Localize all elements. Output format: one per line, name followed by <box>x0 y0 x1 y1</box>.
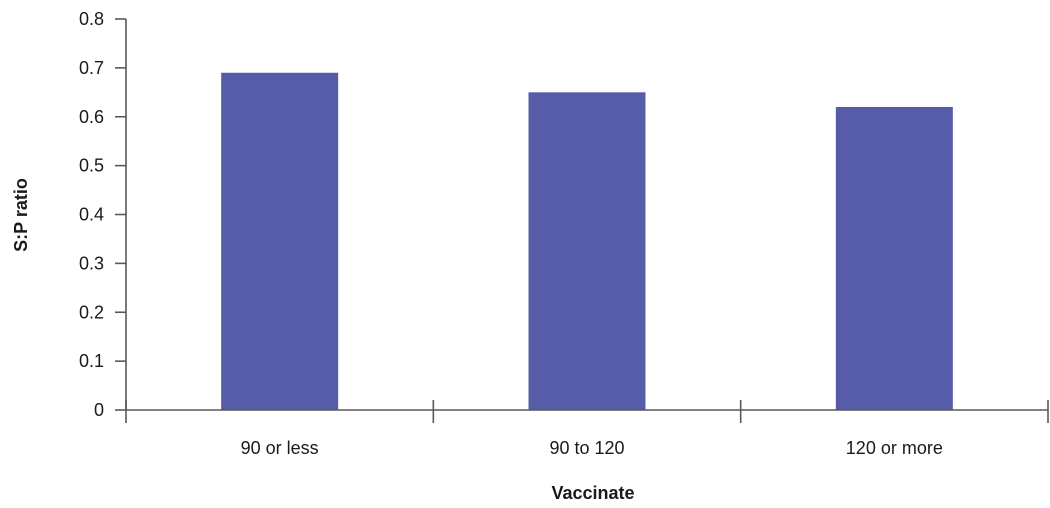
bar-1 <box>221 72 339 410</box>
y-tick-label: 0.1 <box>79 351 104 371</box>
x-tick-label: 90 or less <box>241 438 319 458</box>
labels-layer: 90 or less 90 to 120 120 or more 0 0.1 0.2 0.3… <box>79 9 943 458</box>
axes-layer <box>115 18 1049 423</box>
y-tick-label: 0 <box>94 400 104 420</box>
x-axis-title: Vaccinate <box>551 483 634 503</box>
x-tick-label: 90 to 120 <box>549 438 624 458</box>
y-tick-label: 0.5 <box>79 156 104 176</box>
y-tick-label: 0.7 <box>79 58 104 78</box>
y-tick-label: 0.4 <box>79 205 104 225</box>
y-axis-title: S:P ratio <box>11 178 31 252</box>
bars-layer <box>221 72 953 410</box>
y-tick-label: 0.3 <box>79 253 104 273</box>
x-tick-label: 120 or more <box>846 438 943 458</box>
y-tick-label: 0.8 <box>79 9 104 29</box>
bar-3 <box>835 106 953 410</box>
bar-2 <box>528 92 646 410</box>
y-tick-label: 0.2 <box>79 302 104 322</box>
y-tick-label: 0.6 <box>79 107 104 127</box>
